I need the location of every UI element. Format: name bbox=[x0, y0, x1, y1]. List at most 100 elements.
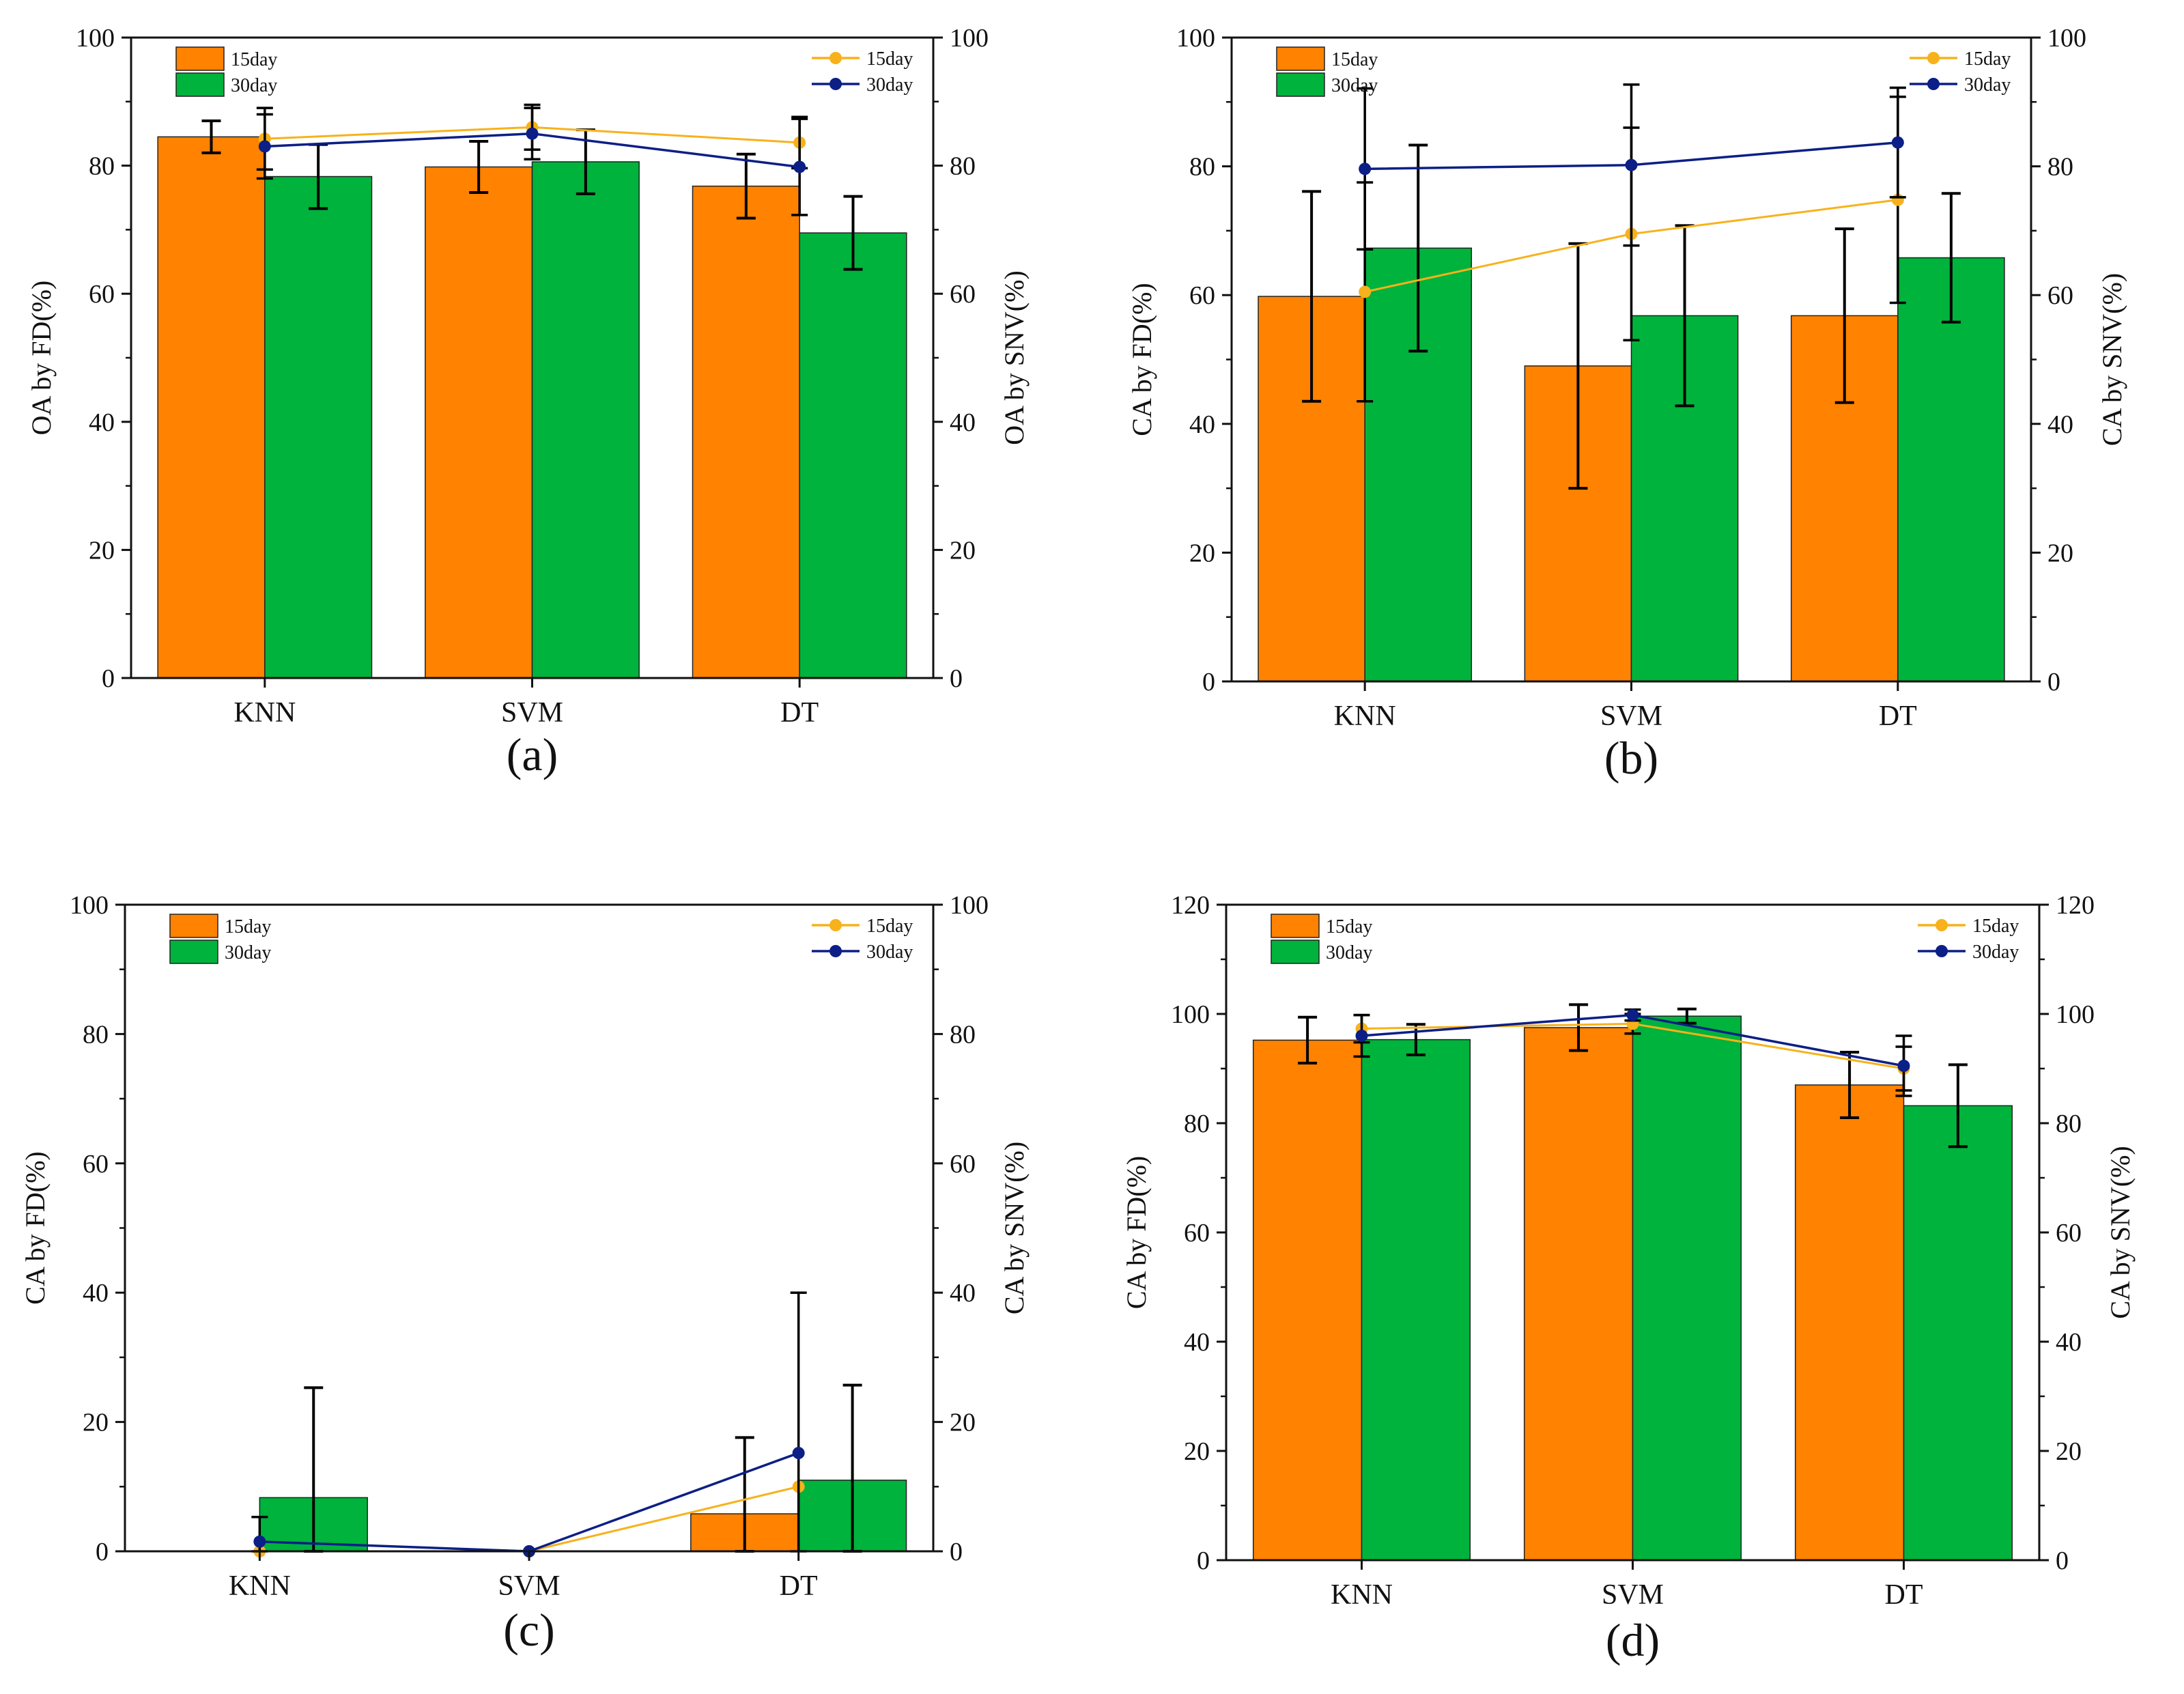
right-tick-label: 40 bbox=[2056, 1328, 2082, 1357]
legend-line-label-30day: 30day bbox=[866, 942, 913, 963]
legend-line-label-30day: 30day bbox=[866, 74, 913, 96]
right-tick-label: 20 bbox=[2056, 1437, 2082, 1466]
right-tick-label: 20 bbox=[950, 1409, 976, 1437]
left-tick-label: 0 bbox=[102, 664, 115, 693]
right-tick-label: 0 bbox=[950, 664, 963, 693]
x-tick-label-svm: SVM bbox=[1602, 1579, 1664, 1611]
legend-line-label-30day: 30day bbox=[1972, 942, 2019, 963]
legend-line-label-15day: 15day bbox=[866, 916, 913, 937]
line-point-30day-DT bbox=[1891, 136, 1904, 149]
y-axis-right-title: CA by SNV(%) bbox=[2105, 1146, 2136, 1318]
right-tick-label: 0 bbox=[950, 1538, 963, 1566]
line-point-15day-KNN bbox=[1359, 285, 1372, 298]
legend-swatch-30day bbox=[1276, 72, 1325, 97]
legend-swatch-30day bbox=[175, 72, 225, 97]
legend-marker-30day bbox=[1927, 78, 1940, 90]
left-tick-label: 80 bbox=[1184, 1110, 1210, 1138]
left-tick-label: 100 bbox=[76, 24, 115, 53]
legend-marker-15day bbox=[829, 52, 842, 64]
x-tick-label-knn: KNN bbox=[1334, 701, 1396, 732]
bar-30day-KNN bbox=[264, 175, 373, 679]
legend-line-label-30day: 30day bbox=[1964, 74, 2011, 96]
left-tick-label: 60 bbox=[1189, 281, 1215, 310]
left-tick-label: 60 bbox=[1184, 1219, 1210, 1247]
right-tick-label: 60 bbox=[950, 1150, 976, 1178]
right-tick-label: 40 bbox=[950, 1279, 976, 1308]
right-tick-label: 60 bbox=[2056, 1219, 2082, 1247]
panel-caption: (a) bbox=[507, 729, 558, 780]
legend-swatch-15day bbox=[1276, 46, 1325, 71]
legend-line-label-15day: 15day bbox=[1972, 916, 2019, 937]
bar-15day-KNN bbox=[157, 136, 266, 679]
left-tick-label: 40 bbox=[1189, 410, 1215, 439]
panel-caption: (d) bbox=[1606, 1614, 1660, 1666]
left-tick-label: 20 bbox=[89, 536, 115, 565]
bar-15day-DT bbox=[1794, 1084, 1905, 1561]
bar-30day-KNN bbox=[1361, 1039, 1471, 1561]
plot-group bbox=[157, 103, 907, 679]
plot-group bbox=[1258, 83, 2005, 682]
legend-label-15day: 15day bbox=[1331, 49, 1378, 70]
bar-30day-DT bbox=[1897, 257, 2005, 682]
panel-caption: (c) bbox=[503, 1604, 554, 1656]
left-tick-label: 80 bbox=[89, 152, 115, 181]
left-tick-label: 120 bbox=[1171, 891, 1210, 920]
legend-swatch-30day bbox=[1271, 940, 1320, 964]
left-tick-label: 0 bbox=[1202, 668, 1215, 696]
right-tick-label: 0 bbox=[2047, 668, 2060, 696]
x-tick-label-dt: DT bbox=[780, 697, 819, 729]
line-point-30day-KNN bbox=[258, 140, 271, 153]
y-axis-left-title: CA by FD(%) bbox=[20, 1151, 51, 1304]
line-point-30day-SVM bbox=[1625, 158, 1638, 171]
right-tick-label: 80 bbox=[2047, 153, 2073, 182]
legend-swatch-30day bbox=[169, 940, 218, 964]
x-tick-label-svm: SVM bbox=[1600, 701, 1662, 732]
left-tick-label: 0 bbox=[1197, 1547, 1210, 1575]
line-point-30day-DT bbox=[793, 160, 806, 173]
bar-30day-DT bbox=[799, 232, 907, 679]
y-axis-left-title: CA by FD(%) bbox=[1126, 283, 1157, 436]
legend-marker-30day bbox=[1935, 945, 1948, 957]
left-tick-label: 20 bbox=[1184, 1437, 1210, 1466]
line-point-30day-SVM bbox=[1626, 1008, 1639, 1021]
bar-15day-SVM bbox=[425, 166, 533, 679]
left-tick-label: 20 bbox=[1189, 539, 1215, 567]
legend-line-label-15day: 15day bbox=[866, 48, 913, 70]
x-tick-label-knn: KNN bbox=[233, 697, 296, 729]
bar-15day-SVM bbox=[1523, 1027, 1634, 1561]
legend-marker-15day bbox=[1927, 52, 1940, 64]
left-tick-label: 40 bbox=[89, 408, 115, 437]
legend-label-30day: 30day bbox=[231, 75, 277, 96]
bar-30day-DT bbox=[1903, 1105, 2013, 1561]
right-tick-label: 100 bbox=[2056, 1000, 2095, 1029]
legend-marker-30day bbox=[829, 78, 842, 90]
right-tick-label: 20 bbox=[950, 536, 976, 565]
left-tick-label: 0 bbox=[96, 1538, 109, 1566]
left-tick-label: 80 bbox=[1189, 153, 1215, 182]
right-tick-label: 80 bbox=[2056, 1110, 2082, 1138]
y-axis-right-title: OA by SNV(%) bbox=[999, 270, 1030, 445]
x-tick-label-dt: DT bbox=[1885, 1579, 1923, 1611]
legend-label-30day: 30day bbox=[225, 942, 271, 963]
y-axis-left-title: CA by FD(%) bbox=[1121, 1156, 1152, 1309]
x-tick-label-svm: SVM bbox=[498, 1570, 560, 1602]
bar-30day-SVM bbox=[531, 161, 640, 679]
right-tick-label: 120 bbox=[2056, 891, 2095, 920]
legend-label-15day: 15day bbox=[231, 49, 277, 70]
x-tick-label-knn: KNN bbox=[1331, 1579, 1393, 1611]
legend-label-15day: 15day bbox=[1326, 916, 1372, 937]
panel-caption: (b) bbox=[1604, 732, 1658, 784]
legend-line-label-15day: 15day bbox=[1964, 48, 2011, 70]
left-tick-label: 40 bbox=[1184, 1328, 1210, 1357]
right-tick-label: 80 bbox=[950, 152, 976, 181]
line-point-30day-KNN bbox=[253, 1535, 266, 1548]
y-axis-right-title: CA by SNV(%) bbox=[999, 1142, 1030, 1314]
line-point-30day-KNN bbox=[1359, 163, 1372, 175]
line-point-30day-DT bbox=[792, 1447, 805, 1460]
right-tick-label: 40 bbox=[2047, 410, 2073, 439]
right-tick-label: 20 bbox=[2047, 539, 2073, 567]
